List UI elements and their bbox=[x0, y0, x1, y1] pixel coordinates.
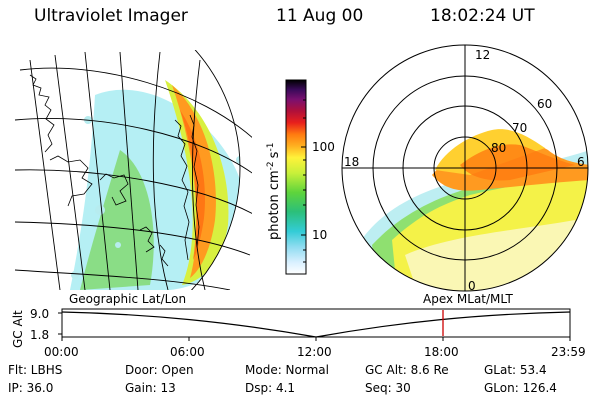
instrument-title: Ultraviolet Imager bbox=[34, 6, 188, 26]
ip-status: IP: 36.0 bbox=[8, 381, 54, 395]
altitude-y-max: 9.0 bbox=[30, 307, 49, 321]
glon-status: GLon: 126.4 bbox=[484, 381, 557, 395]
seq-status: Seq: 30 bbox=[365, 381, 411, 395]
polar-lat-80: 80 bbox=[491, 141, 506, 155]
polar-mlt-12: 12 bbox=[475, 48, 490, 62]
time-tick-0000: 00:00 bbox=[44, 345, 79, 359]
right-projection-label: Apex MLat/MLT bbox=[423, 292, 513, 306]
colorbar bbox=[285, 79, 307, 275]
filter-status: Flt: LBHS bbox=[8, 363, 63, 377]
time-tick-0600: 06:00 bbox=[170, 345, 205, 359]
altitude-axis-label: GC Alt bbox=[11, 310, 25, 348]
geographic-map bbox=[14, 50, 252, 290]
polar-lat-70: 70 bbox=[512, 121, 527, 135]
gc-alt-status: GC Alt: 8.6 Re bbox=[365, 363, 449, 377]
polar-mlt-18: 18 bbox=[344, 155, 359, 169]
door-status: Door: Open bbox=[125, 363, 194, 377]
colorbar-tick-100: 100 bbox=[312, 140, 335, 154]
altitude-x-ticks bbox=[61, 337, 571, 341]
colorbar-ticks bbox=[301, 99, 306, 263]
coastlines bbox=[29, 74, 200, 267]
polar-mlt-6: 6 bbox=[577, 155, 585, 169]
map-grid bbox=[14, 50, 252, 290]
altitude-y-min: 1.8 bbox=[30, 328, 49, 342]
polar-grid bbox=[341, 44, 589, 292]
dsp-status: Dsp: 4.1 bbox=[245, 381, 296, 395]
polar-plot bbox=[341, 44, 589, 292]
polar-mlt-0: 0 bbox=[468, 279, 476, 293]
colorbar-unit-label: photon cm-2s-1 bbox=[266, 143, 282, 240]
time-tick-2359: 23:59 bbox=[551, 345, 586, 359]
gain-status: Gain: 13 bbox=[125, 381, 176, 395]
altitude-curve bbox=[61, 311, 571, 338]
polar-lat-60: 60 bbox=[537, 97, 552, 111]
colorbar-tick-10: 10 bbox=[312, 228, 327, 242]
glat-status: GLat: 53.4 bbox=[484, 363, 547, 377]
left-projection-label: Geographic Lat/Lon bbox=[69, 292, 186, 306]
time-tick-1200: 12:00 bbox=[297, 345, 332, 359]
altitude-plot-frame bbox=[61, 308, 571, 338]
mode-status: Mode: Normal bbox=[245, 363, 329, 377]
altitude-y-ticks bbox=[58, 312, 62, 335]
date-label: 11 Aug 00 bbox=[276, 6, 364, 26]
polar-aurora-core bbox=[460, 144, 575, 181]
time-label: 18:02:24 UT bbox=[430, 6, 535, 26]
time-tick-1800: 18:00 bbox=[424, 345, 459, 359]
aurora-orange-core bbox=[172, 85, 216, 278]
